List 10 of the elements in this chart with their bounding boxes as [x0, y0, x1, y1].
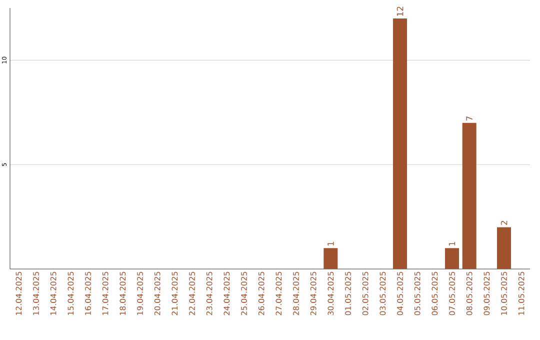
data-label: 1: [448, 242, 456, 246]
bar: [497, 227, 512, 269]
data-label: 12: [396, 6, 404, 16]
data-label: 1: [328, 242, 334, 246]
bar: [445, 248, 460, 269]
bar: [462, 122, 476, 269]
bar: [324, 248, 338, 269]
bar: [393, 18, 408, 269]
data-label: 2: [500, 221, 508, 225]
data-label: 7: [466, 116, 472, 120]
